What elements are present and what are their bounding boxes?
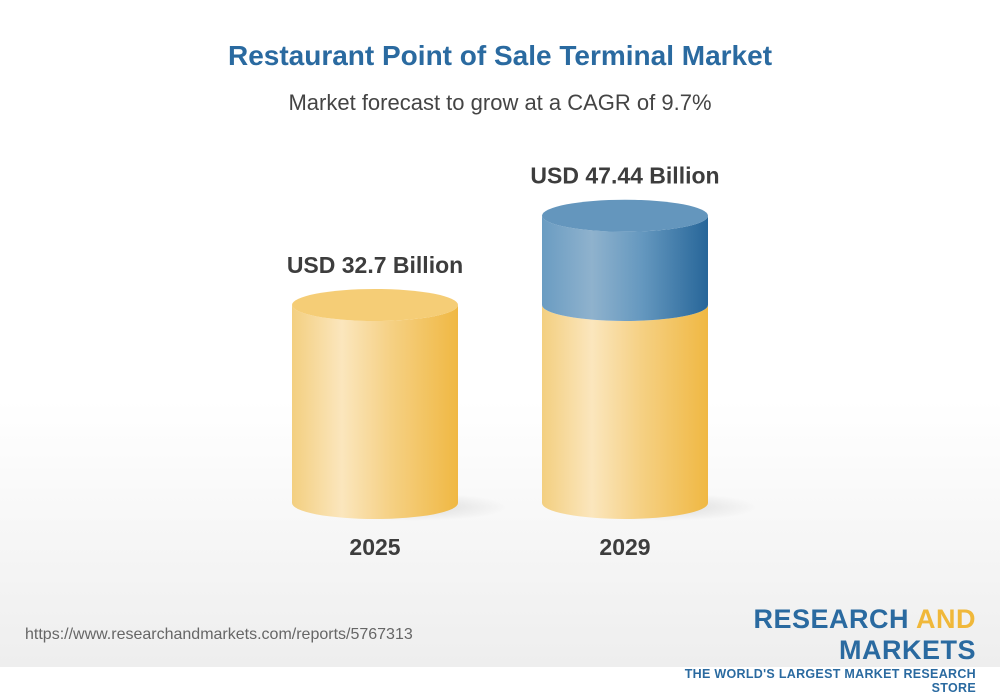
logo-text-markets: MARKETS [839, 635, 976, 665]
category-label: 2029 [599, 534, 650, 560]
logo-text-and: AND [916, 604, 976, 634]
data-label: USD 32.7 Billion [287, 252, 463, 278]
chart-title: Restaurant Point of Sale Terminal Market [227, 40, 773, 71]
cylinder-top [292, 289, 458, 321]
cylinder-chart: USD 32.7 Billion 2025 USD 47.44 Billion 202… [287, 163, 758, 560]
cylinder-top [542, 199, 708, 232]
cylinder-base-segment [292, 305, 458, 519]
cylinder-base-segment [542, 305, 708, 519]
data-label: USD 47.44 Billion [530, 163, 719, 189]
category-label: 2025 [349, 534, 400, 560]
source-url[interactable]: https://www.researchandmarkets.com/repor… [25, 626, 413, 643]
chart-subtitle: Market forecast to grow at a CAGR of 9.7… [288, 90, 712, 115]
logo-text-research: RESEARCH [753, 604, 916, 634]
cylinder-growth-segment [542, 215, 708, 321]
research-and-markets-logo: RESEARCH AND MARKETS THE WORLD'S LARGEST… [640, 604, 976, 695]
logo-tagline: THE WORLD'S LARGEST MARKET RESEARCH STOR… [684, 667, 976, 695]
